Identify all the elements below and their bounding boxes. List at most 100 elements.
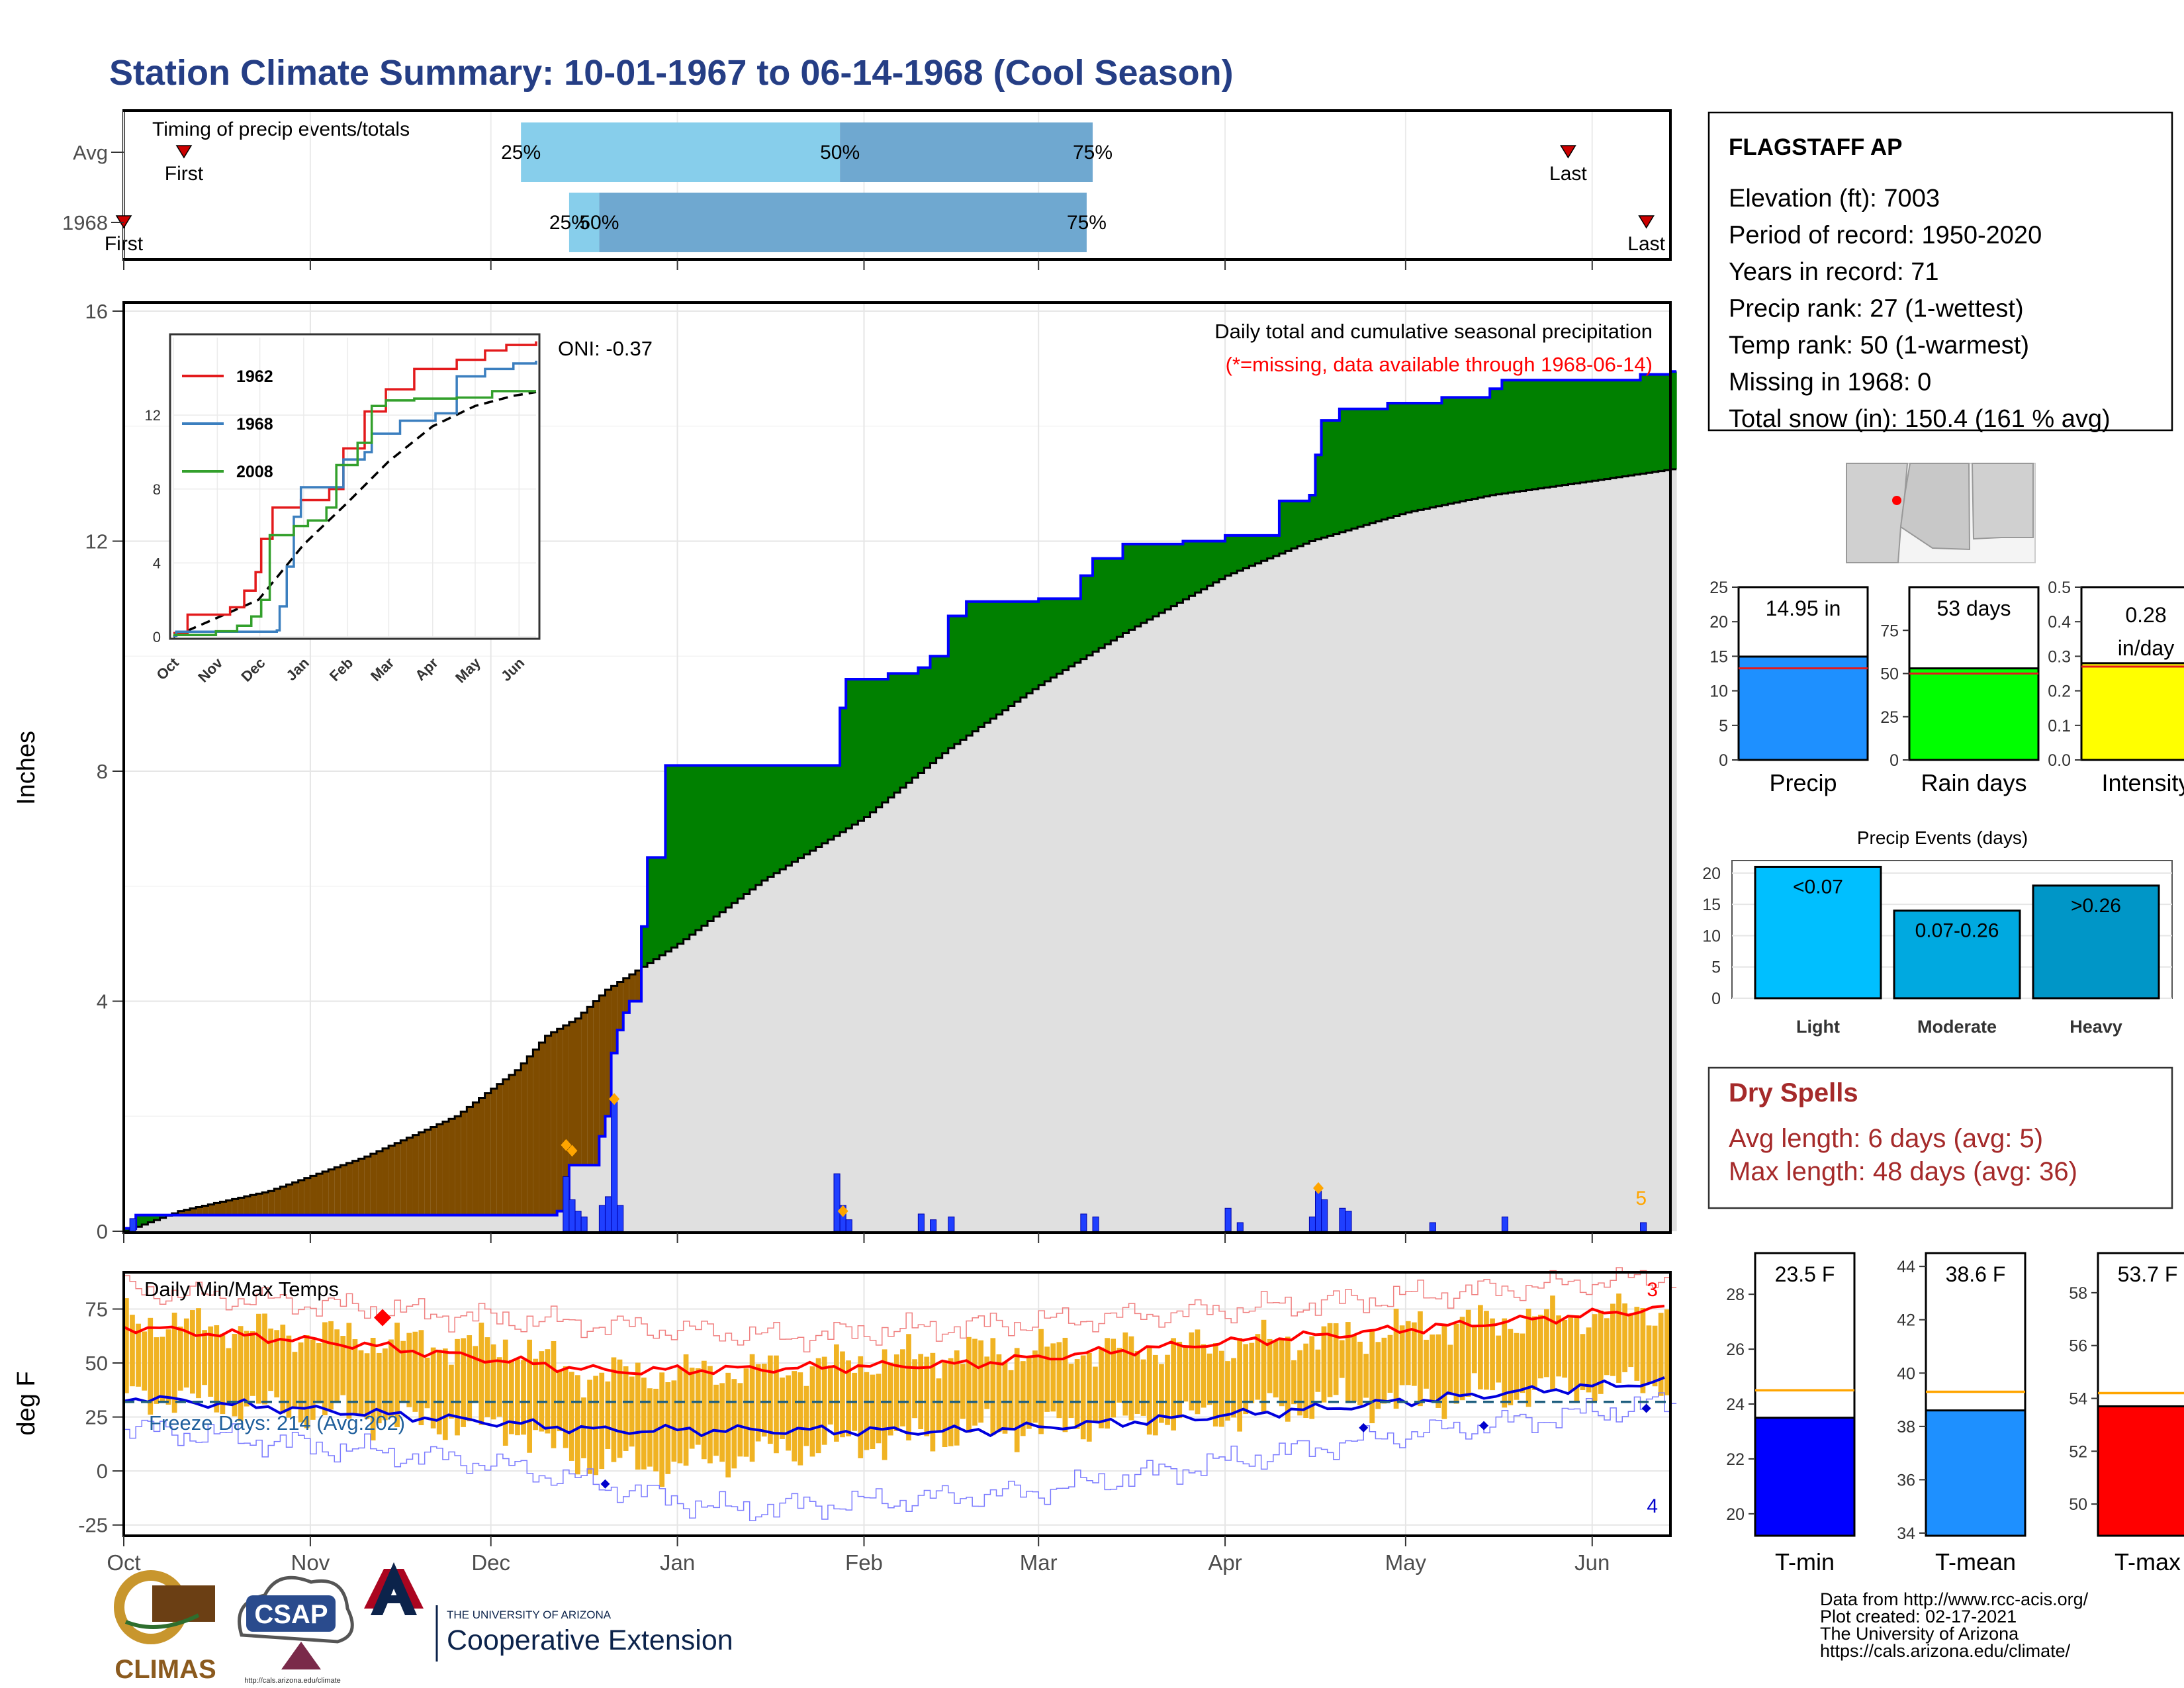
record-low-line	[124, 1392, 1677, 1521]
footer-line: The University of Arizona	[1820, 1624, 2019, 1644]
avg-min-line	[123, 1376, 1665, 1438]
daily-precip-bar	[1339, 1207, 1346, 1232]
timing-title: Timing of precip events/totals	[152, 118, 410, 140]
temp-bar-tick: 50	[2069, 1495, 2087, 1514]
avg-cumulative-line	[124, 468, 1677, 1233]
temp-bar-value: 23.5 F	[1775, 1262, 1835, 1286]
daily-precip-bar	[1314, 1190, 1322, 1232]
page-title: Station Climate Summary: 10-01-1967 to 0…	[109, 53, 1234, 93]
daily-precip-bar	[948, 1216, 955, 1232]
daily-max-marker	[561, 1139, 572, 1151]
events-y-tick: 15	[1702, 896, 1721, 914]
x-tick-label: Feb	[845, 1550, 883, 1575]
timing-row-label: 1968	[62, 211, 108, 234]
daily-precip-bar	[574, 1211, 582, 1232]
daily-precip-bar	[1224, 1207, 1232, 1232]
precip-event-label: Heavy	[2070, 1017, 2122, 1037]
precip-y-label: Inches	[13, 731, 40, 805]
summary-bar-tick: 10	[1709, 682, 1728, 701]
temp-bar-tick: 26	[1726, 1340, 1745, 1359]
temp-record-marker	[1641, 1403, 1651, 1413]
temp-panel: -25 0 25 50 75 Daily Min/Max Temps Freeze Da…	[13, 1267, 1677, 1537]
summary-bar-value-unit: in/day	[2118, 636, 2174, 660]
dry-spells-title: Dry Spells	[1729, 1078, 1858, 1107]
summary-bar-value: 53 days	[1936, 596, 2011, 620]
precip-events-chart: Precip Events (days) 0 5 10 15 20 <0.07 Light 0…	[1702, 827, 2173, 1037]
temp-bar-value: 38.6 F	[1946, 1262, 2006, 1286]
inset-legend-label: 2008	[236, 463, 273, 481]
temp-bar-tick: 42	[1897, 1311, 1915, 1330]
daily-precip-bar	[845, 1219, 852, 1232]
summary-bar-tick: 0.2	[2048, 682, 2071, 701]
x-axis-labels: Oct Nov Dec Jan Feb Mar Apr May Jun	[107, 259, 1610, 1575]
temp-y-tick: 0	[97, 1460, 108, 1483]
summary-bar-value: 14.95 in	[1766, 596, 1841, 620]
station-info: FLAGSTAFF AP Elevation (ft): 7003 Period …	[1707, 111, 2173, 433]
station-info-line: Precip rank: 27 (1-wettest)	[1729, 295, 2024, 323]
summary-bar	[1908, 667, 2040, 761]
daily-precip-bar	[598, 1205, 606, 1232]
temp-bar-label: T-mean	[1935, 1548, 2016, 1575]
temp-bar-label: T-max	[2115, 1548, 2181, 1575]
station-info-line: Missing in 1968: 0	[1729, 369, 1931, 397]
season-summary-bars: 0 5 10 15 20 25 14.95 in Precip 0 25 50 75 53 days Ra…	[1709, 579, 2184, 796]
precip-event-range: 0.07-0.26	[1915, 920, 1999, 942]
footer-credits: Data from http://www.rcc-acis.org/Plot c…	[1820, 1589, 2089, 1661]
x-tick-label: May	[1385, 1550, 1427, 1575]
temp-bar-label: T-min	[1775, 1548, 1835, 1575]
summary-bar-label: Intensity	[2101, 769, 2184, 796]
daily-precip-bar	[617, 1205, 624, 1232]
inset-y-tick: 4	[153, 555, 161, 571]
daily-precip-bar	[604, 1196, 612, 1232]
station-name: FLAGSTAFF AP	[1729, 134, 1902, 160]
temp-corner-top: 3	[1647, 1279, 1658, 1301]
timing-row-label: Avg	[73, 141, 108, 164]
temp-bar-tick: 22	[1726, 1450, 1745, 1469]
ua-logo: THE UNIVERSITY OF ARIZONA Cooperative Ex…	[364, 1562, 733, 1662]
pct-25-label: 25%	[501, 142, 541, 164]
footer-line: Data from http://www.rcc-acis.org/	[1820, 1589, 2089, 1609]
missing-note: (*=missing, data available through 1968-…	[1226, 353, 1653, 376]
temp-summary-bars: 20 22 24 26 28 23.5 F T-min 34 36 38 40 42 44 38.6 F T…	[1726, 1252, 2184, 1575]
x-tick-label: Oct	[107, 1550, 140, 1575]
precip-event-range: >0.26	[2071, 895, 2121, 917]
events-y-tick: 20	[1702, 865, 1721, 883]
daily-precip-bar	[1640, 1222, 1647, 1232]
first-label: First	[165, 163, 204, 185]
temp-y-tick: -25	[78, 1514, 108, 1537]
temp-bar	[1925, 1409, 2026, 1537]
summary-bar-tick: 75	[1880, 622, 1899, 640]
summary-bar-label: Rain days	[1921, 769, 2026, 796]
x-tick-label: Jun	[1574, 1550, 1610, 1575]
daily-precip-bar	[1345, 1211, 1352, 1232]
summary-bar-tick: 0.3	[2048, 647, 2071, 666]
temp-record-marker	[1479, 1421, 1489, 1430]
temp-bar-tick: 38	[1897, 1418, 1915, 1436]
pct-75-label: 75%	[1067, 212, 1107, 234]
first-marker	[175, 145, 193, 159]
summary-bar-tick: 0	[1889, 751, 1899, 770]
inset-legend-label: 1962	[236, 367, 273, 386]
temp-bar-value: 53.7 F	[2118, 1262, 2178, 1286]
precip-events-title: Precip Events (days)	[1857, 827, 2028, 848]
station-info-line: Years in record: 71	[1729, 258, 1939, 286]
station-info-line: Elevation (ft): 7003	[1729, 185, 1940, 212]
precip-y-tick: 0	[97, 1220, 108, 1243]
daily-precip-bar	[833, 1173, 841, 1232]
precip-y-tick: 12	[85, 530, 108, 553]
daily-max-marker	[1313, 1182, 1324, 1194]
temp-record-marker	[1359, 1423, 1369, 1432]
summary-bar	[1737, 655, 1869, 761]
x-tick-label: Mar	[1020, 1550, 1058, 1575]
daily-precip-bar	[1501, 1216, 1508, 1232]
station-info-line: Period of record: 1950-2020	[1729, 222, 2042, 250]
dry-spells-box: Dry Spells Avg length: 6 days (avg: 5) M…	[1707, 1066, 2173, 1209]
precip-y-tick: 4	[97, 990, 108, 1013]
inset-legend-label: 1968	[236, 415, 273, 434]
temp-bar-tick: 20	[1726, 1505, 1745, 1524]
pct-50-label: 50%	[579, 212, 619, 234]
summary-bar-tick: 20	[1709, 613, 1728, 632]
csap-url: http://cals.arizona.edu/climate	[244, 1677, 341, 1685]
summary-bar-tick: 50	[1880, 665, 1899, 684]
temp-bar-tick: 56	[2069, 1337, 2087, 1356]
